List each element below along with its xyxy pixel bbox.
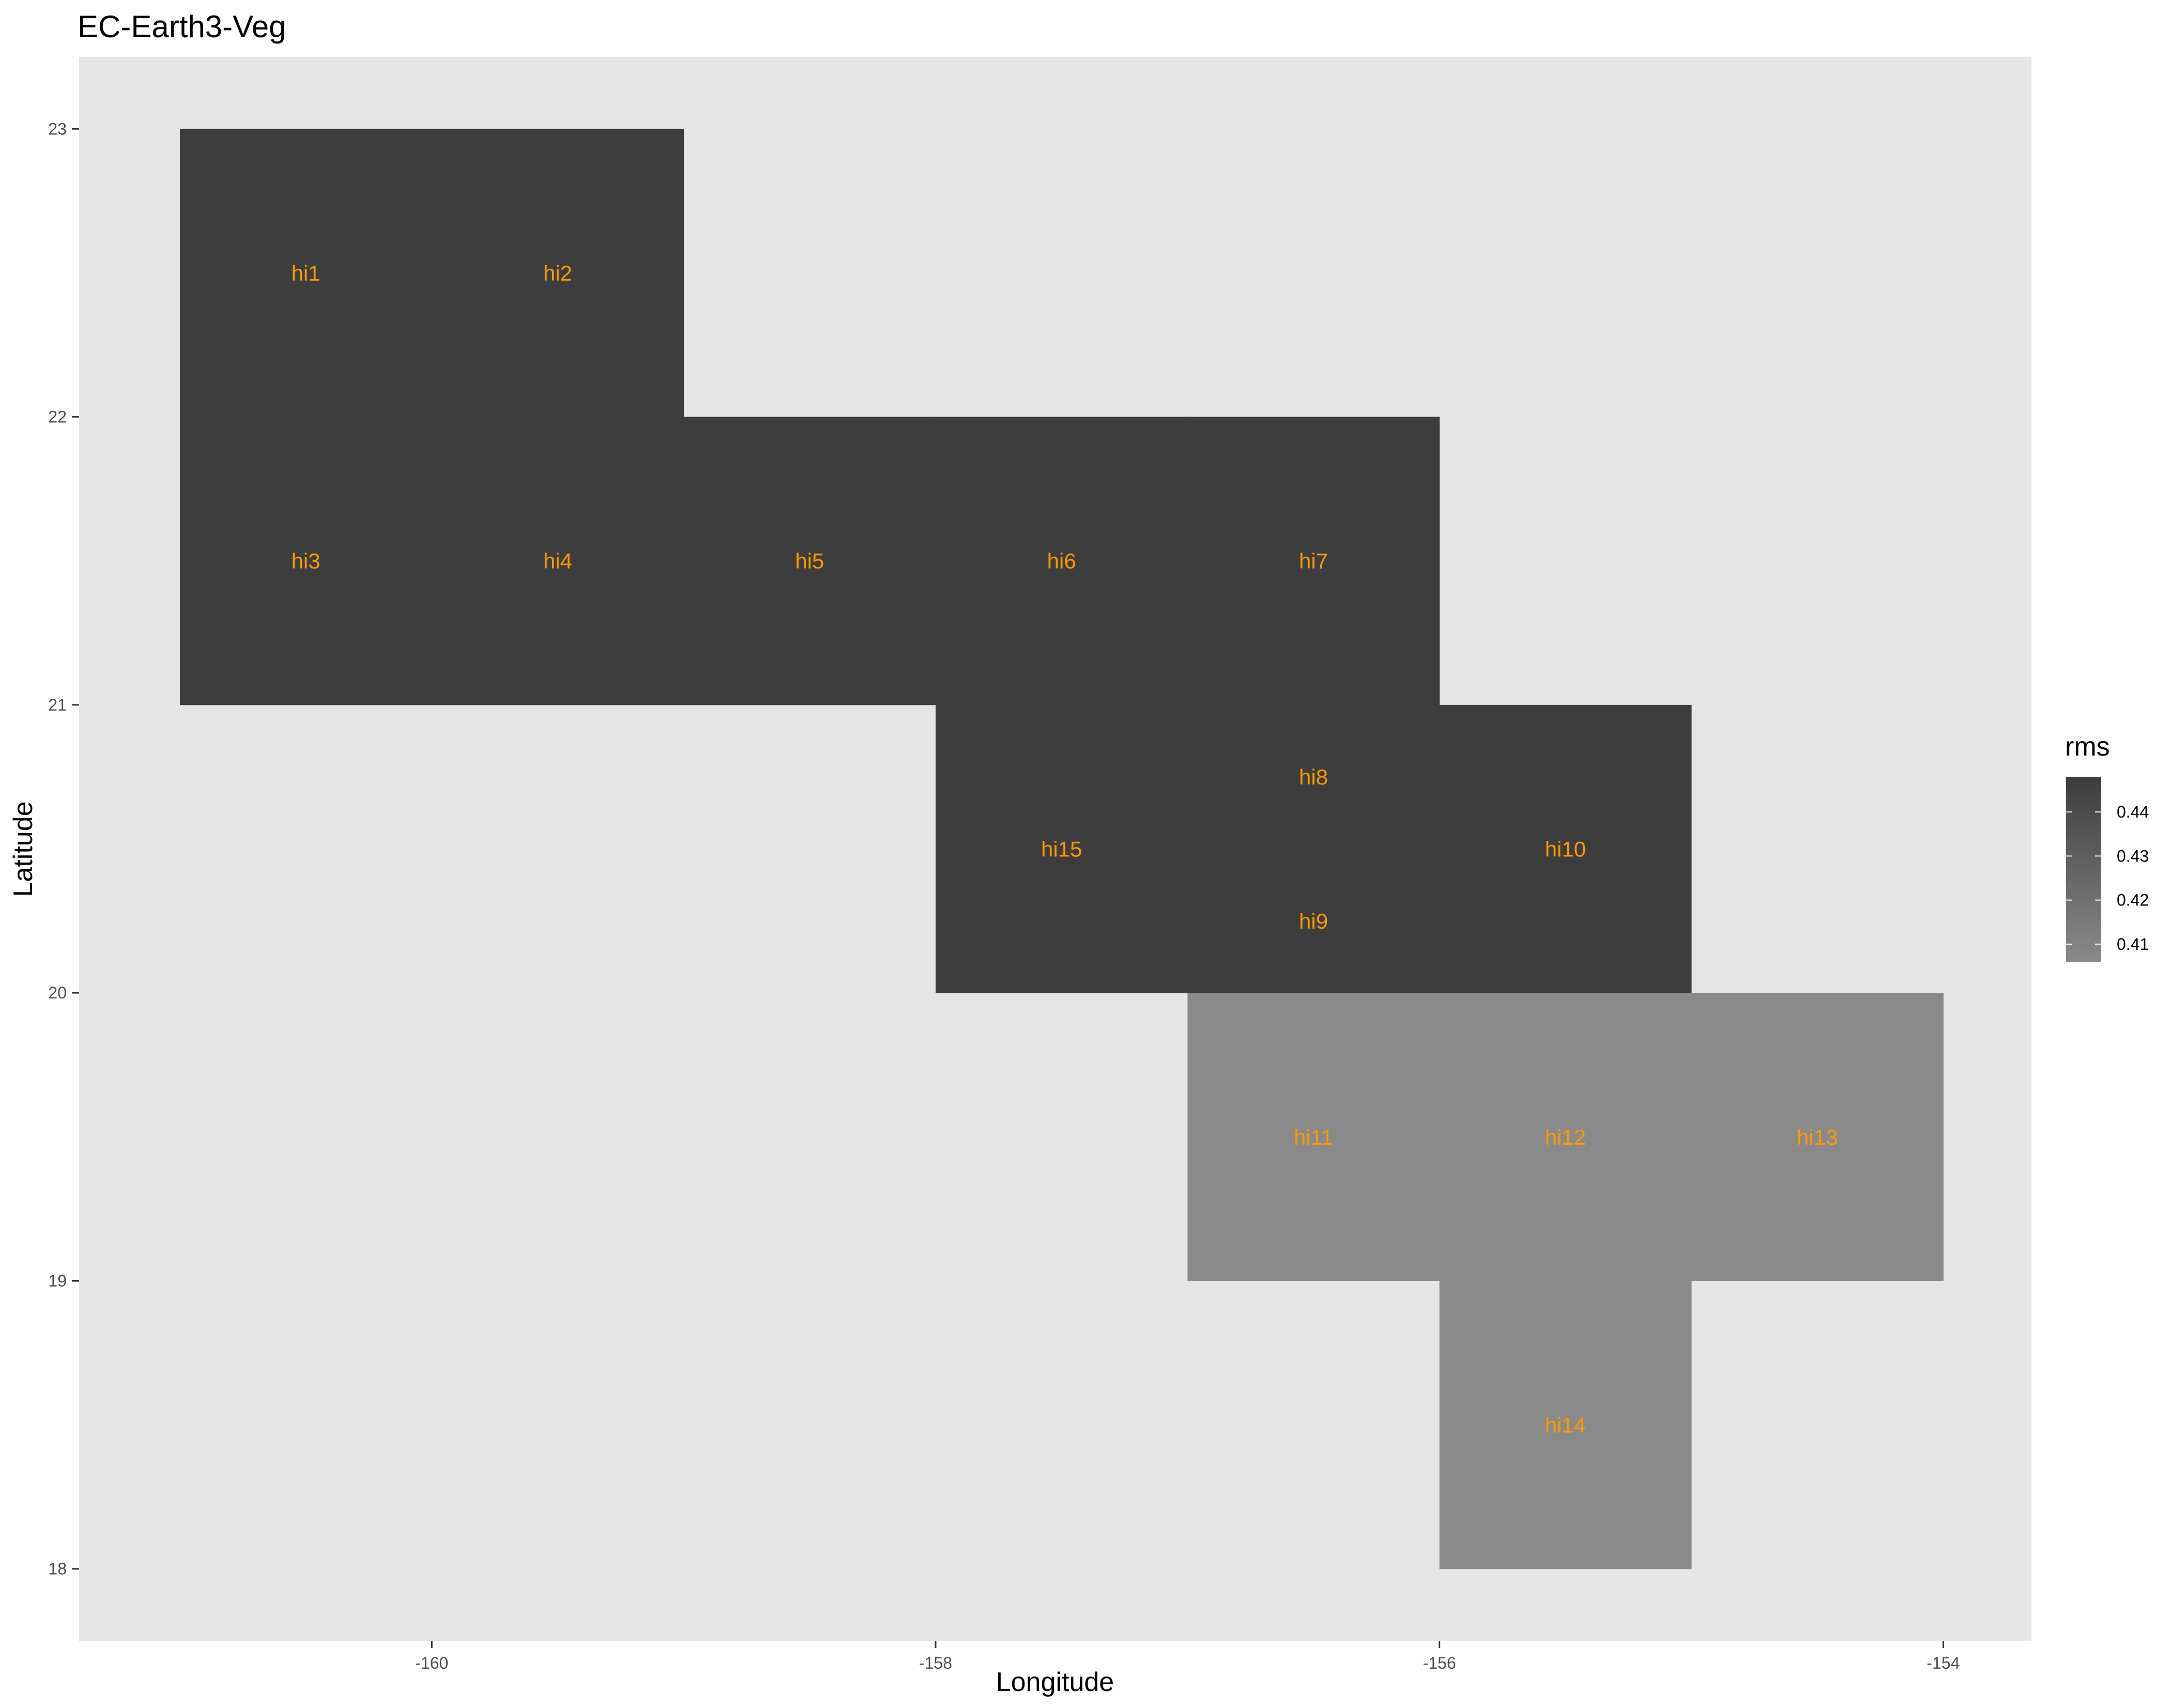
legend: rms 0.41 0.42 0.43 0.44 xyxy=(2065,732,2149,962)
tiles-layer xyxy=(179,129,1944,1569)
tile-label-hi10: hi10 xyxy=(1545,837,1586,861)
tile-hi9 xyxy=(1187,704,1440,993)
y-axis: 18 19 20 21 22 23 xyxy=(48,119,79,1578)
tile-hi12 xyxy=(1439,993,1692,1281)
legend-tick-label: 0.44 xyxy=(2117,803,2149,821)
tile-hi2 xyxy=(432,129,684,418)
tile-label-hi14: hi14 xyxy=(1545,1413,1586,1437)
legend-colorbar xyxy=(2066,777,2101,962)
tile-hi5 xyxy=(683,417,936,705)
legend-tick-label: 0.43 xyxy=(2117,847,2149,865)
x-tick-label: -160 xyxy=(415,1654,448,1672)
tile-label-hi12: hi12 xyxy=(1545,1125,1586,1149)
tile-hi3 xyxy=(179,417,432,705)
tile-hi14 xyxy=(1439,1281,1692,1569)
tile-label-hi4: hi4 xyxy=(543,549,572,573)
tile-label-hi9: hi9 xyxy=(1299,909,1328,933)
x-axis-title: Longitude xyxy=(996,1667,1114,1697)
tile-hi11 xyxy=(1187,993,1440,1281)
tile-label-hi2: hi2 xyxy=(543,261,572,285)
x-tick-label: -154 xyxy=(1927,1654,1960,1672)
tile-hi7 xyxy=(1187,417,1440,705)
legend-tick-label: 0.42 xyxy=(2117,891,2149,910)
y-tick-label: 20 xyxy=(48,983,67,1002)
tile-label-hi11: hi11 xyxy=(1294,1125,1333,1149)
legend-title: rms xyxy=(2065,732,2110,762)
tile-hi10 xyxy=(1439,704,1692,993)
tile-label-hi15: hi15 xyxy=(1041,837,1082,861)
tile-hi15 xyxy=(936,704,1188,993)
tile-label-hi1: hi1 xyxy=(292,261,320,285)
y-tick-label: 19 xyxy=(48,1271,67,1290)
tile-label-hi5: hi5 xyxy=(795,549,824,573)
tile-label-hi8: hi8 xyxy=(1299,765,1328,789)
tile-hi1 xyxy=(179,129,432,418)
x-tick-label: -158 xyxy=(919,1654,952,1672)
y-tick-label: 23 xyxy=(48,119,67,138)
x-tick-label: -156 xyxy=(1423,1654,1456,1672)
legend-tick-label: 0.41 xyxy=(2117,935,2149,953)
y-tick-label: 21 xyxy=(48,696,67,714)
tile-label-hi3: hi3 xyxy=(292,549,320,573)
legend-ticks: 0.41 0.42 0.43 0.44 xyxy=(2066,803,2149,953)
y-axis-title: Latitude xyxy=(8,801,38,897)
y-tick-label: 18 xyxy=(48,1560,67,1578)
y-tick-label: 22 xyxy=(48,408,67,426)
tile-label-hi13: hi13 xyxy=(1797,1125,1838,1149)
chart-title: EC-Earth3-Veg xyxy=(78,9,286,44)
tile-hi6 xyxy=(936,417,1188,705)
tile-labels-layer: hi1 hi2 hi3 hi4 hi5 hi6 hi7 hi8 hi9 hi10 hi15 hi11 h… xyxy=(292,261,1838,1437)
tile-label-hi6: hi6 xyxy=(1047,549,1076,573)
tile-hi4 xyxy=(432,417,684,705)
tile-label-hi7: hi7 xyxy=(1299,549,1328,573)
tile-hi13 xyxy=(1691,993,1944,1281)
x-axis: -160 -158 -156 -154 xyxy=(415,1641,1960,1672)
